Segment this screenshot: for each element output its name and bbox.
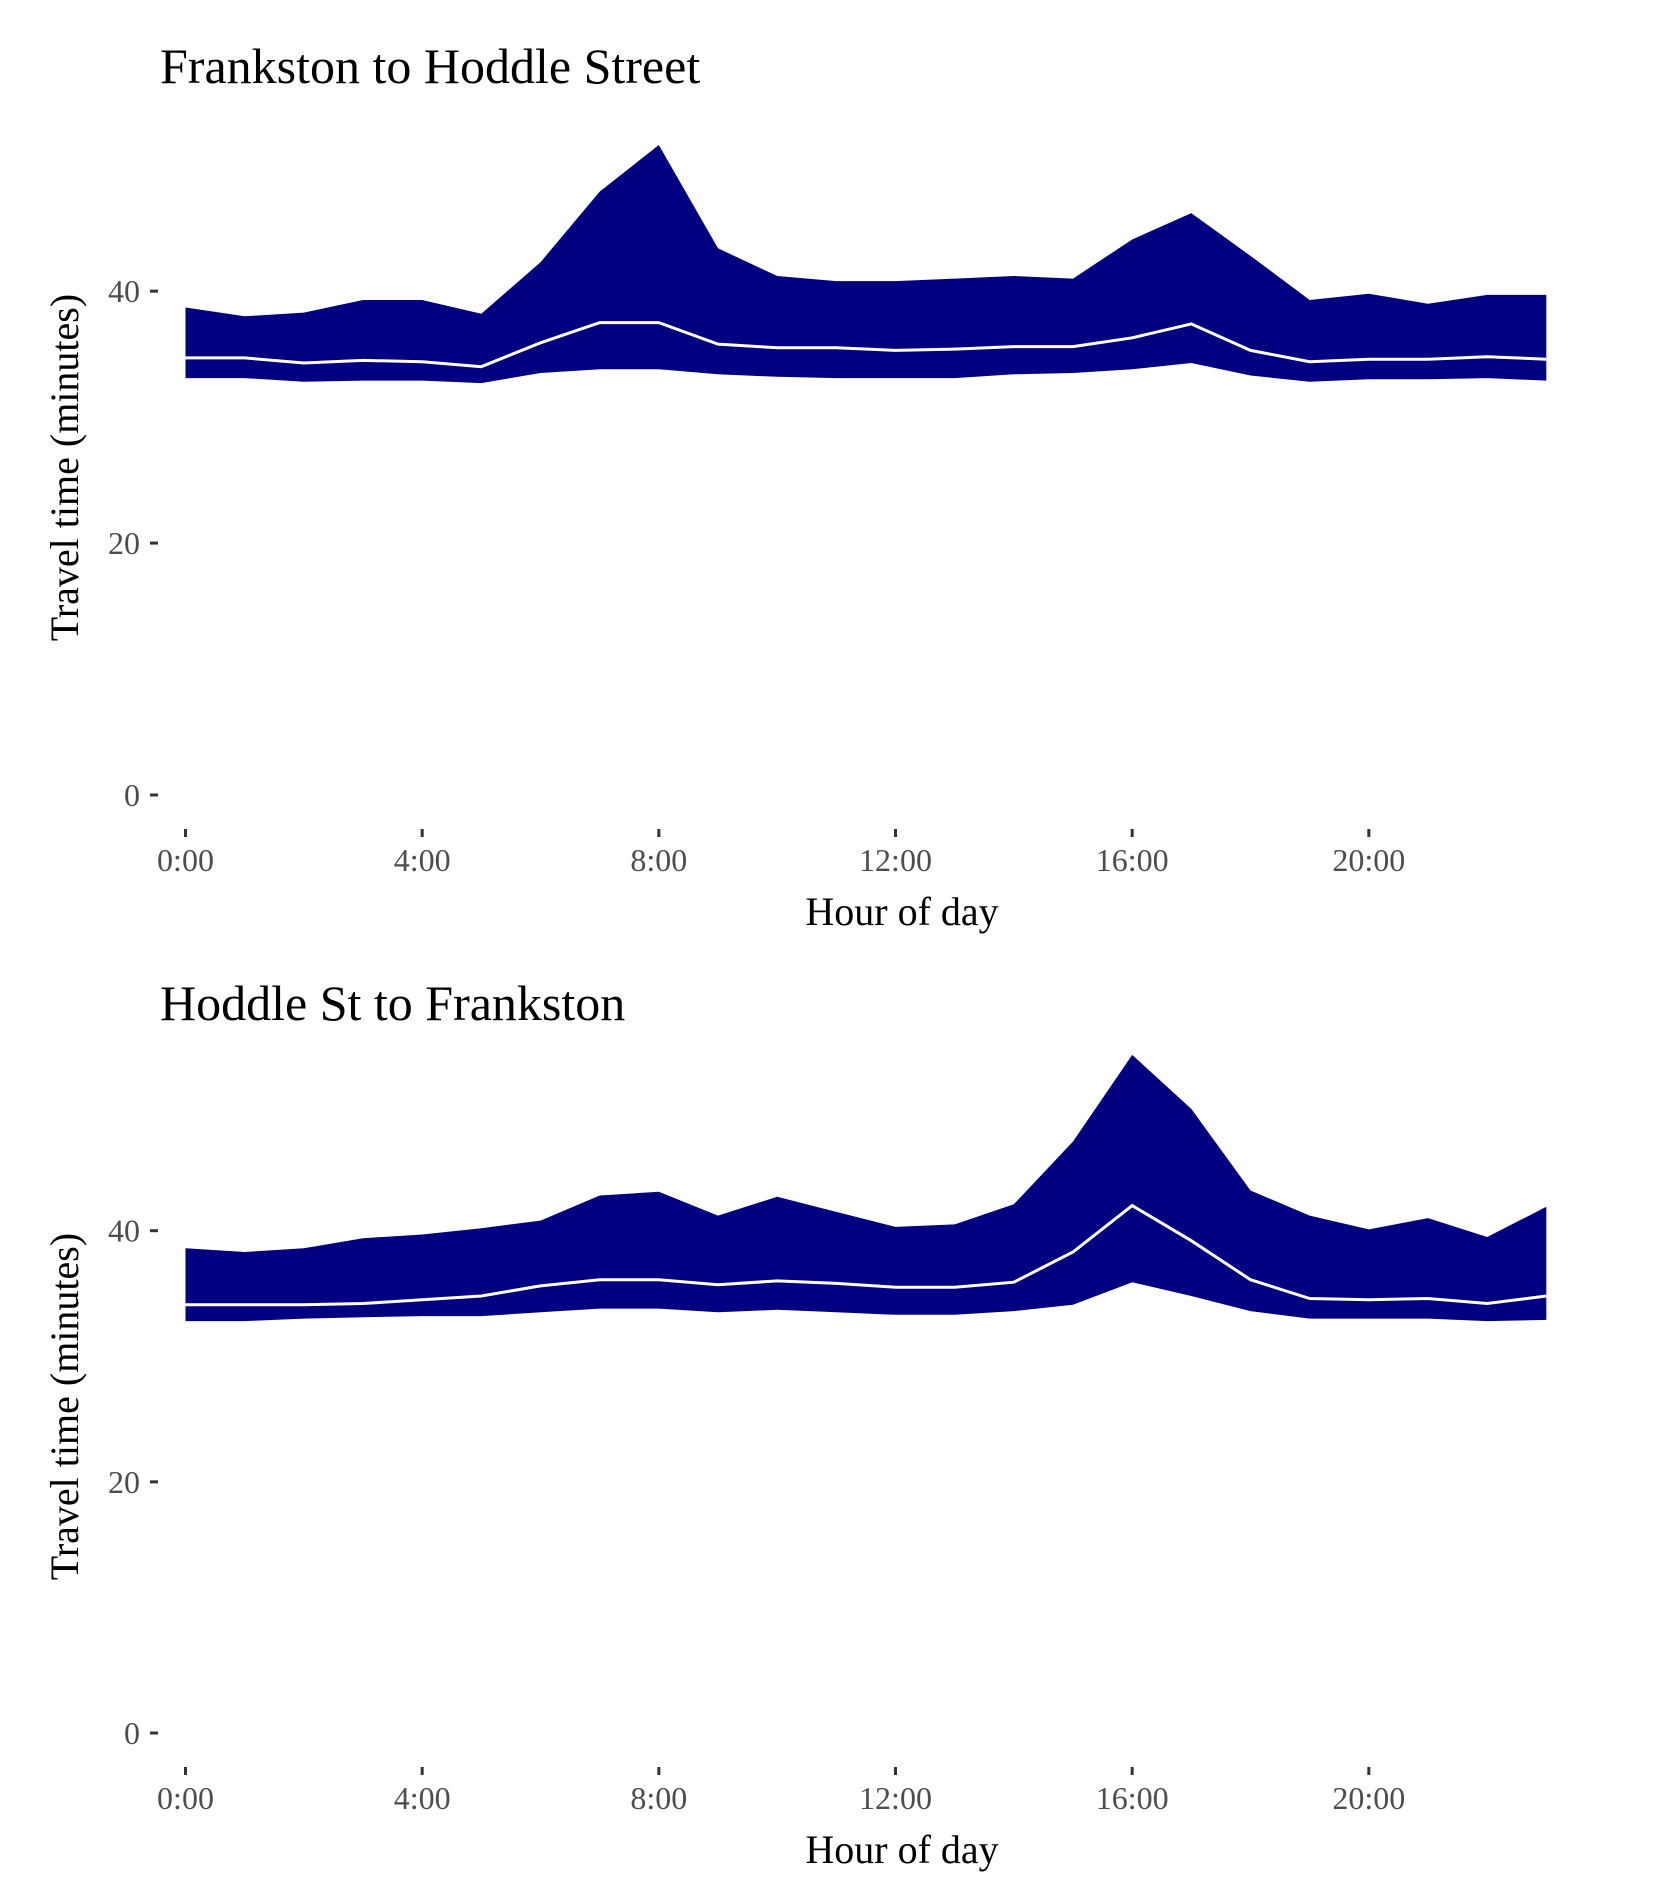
y-axis-title: Travel time (minutes) — [42, 1233, 87, 1580]
chart-title: Frankston to Hoddle Street — [160, 38, 700, 94]
x-axis-title: Hour of day — [805, 889, 998, 934]
median-travel-time-line — [185, 1203, 1547, 1307]
x-tick-label: 4:00 — [394, 1780, 451, 1816]
y-tick-label: 0 — [124, 777, 140, 813]
y-tick-label: 40 — [108, 1213, 140, 1249]
x-tick-label: 16:00 — [1096, 842, 1169, 878]
chart-title: Hoddle St to Frankston — [160, 975, 625, 1031]
x-tick-label: 16:00 — [1096, 1780, 1169, 1816]
x-tick-label: 12:00 — [859, 1780, 932, 1816]
x-tick-label: 0:00 — [157, 1780, 214, 1816]
x-axis-title: Hour of day — [805, 1827, 998, 1872]
travel-time-range-band — [185, 145, 1547, 384]
y-tick-label: 20 — [108, 525, 140, 561]
x-tick-label: 4:00 — [394, 842, 451, 878]
x-tick-label: 20:00 — [1332, 842, 1405, 878]
x-tick-label: 12:00 — [859, 842, 932, 878]
y-axis-title: Travel time (minutes) — [42, 294, 87, 641]
travel-time-range-band — [185, 1054, 1547, 1322]
x-tick-label: 8:00 — [630, 1780, 687, 1816]
x-tick-label: 20:00 — [1332, 1780, 1405, 1816]
y-tick-label: 0 — [124, 1715, 140, 1751]
panel-hoddle-to-frankston: Hoddle St to Frankston 0 20 40 0:00 4:00 8:00 1… — [42, 975, 1547, 1872]
y-tick-label: 40 — [108, 273, 140, 309]
x-tick-label: 0:00 — [157, 842, 214, 878]
median-travel-time-line — [185, 321, 1547, 369]
panel-frankston-to-hoddle: Frankston to Hoddle Street 0 20 40 0:00 4:00 8… — [42, 38, 1547, 934]
x-tick-label: 8:00 — [630, 842, 687, 878]
y-tick-label: 20 — [108, 1464, 140, 1500]
